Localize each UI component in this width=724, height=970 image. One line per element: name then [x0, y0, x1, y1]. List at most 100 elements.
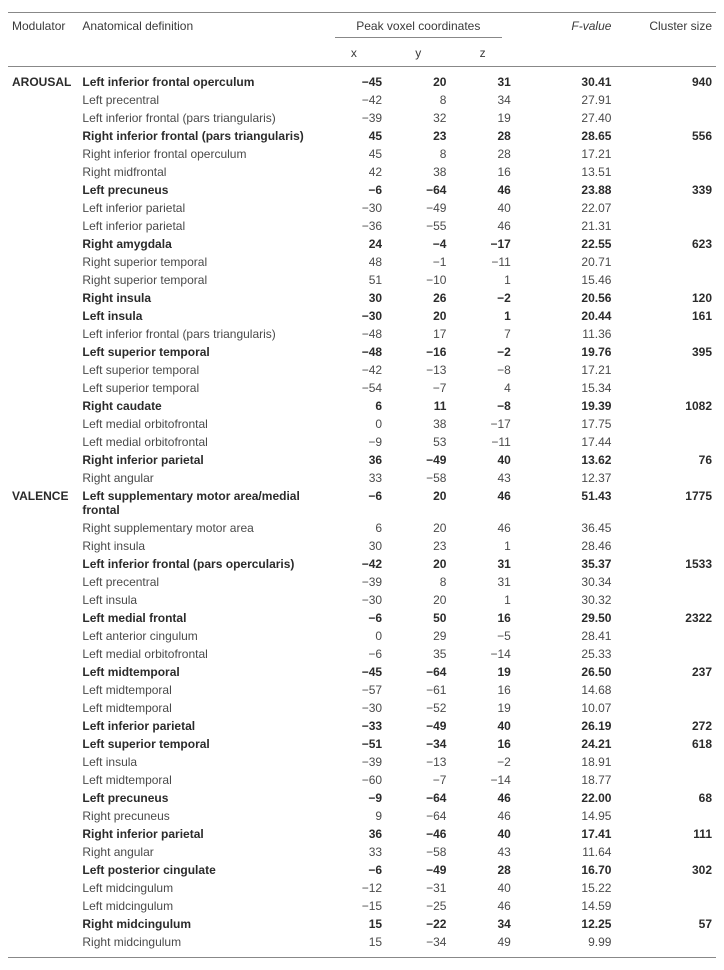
- cell-cluster: 161: [615, 307, 716, 325]
- cell-z: 43: [450, 843, 514, 861]
- cell-y: −16: [386, 343, 450, 361]
- table-row: Left inferior parietal−30−494022.07: [8, 199, 716, 217]
- cell-z: 46: [450, 487, 514, 519]
- cell-fvalue: 36.45: [515, 519, 616, 537]
- table-row: AROUSALLeft inferior frontal operculum−4…: [8, 67, 716, 92]
- cell-modulator: [8, 609, 78, 627]
- cell-x: −15: [322, 897, 386, 915]
- cell-z: 19: [450, 663, 514, 681]
- cell-x: −12: [322, 879, 386, 897]
- cell-cluster: [615, 681, 716, 699]
- cell-definition: Left medial orbitofrontal: [78, 433, 321, 451]
- cell-definition: Right midfrontal: [78, 163, 321, 181]
- cell-x: −42: [322, 91, 386, 109]
- cell-fvalue: 11.64: [515, 843, 616, 861]
- cell-y: −10: [386, 271, 450, 289]
- cell-fvalue: 13.62: [515, 451, 616, 469]
- cell-y: 23: [386, 537, 450, 555]
- cell-z: −5: [450, 627, 514, 645]
- cell-y: −13: [386, 753, 450, 771]
- cell-z: 40: [450, 825, 514, 843]
- cell-definition: Left inferior parietal: [78, 717, 321, 735]
- cell-fvalue: 15.34: [515, 379, 616, 397]
- cell-x: 51: [322, 271, 386, 289]
- table-row: Left inferior parietal−36−554621.31: [8, 217, 716, 235]
- cell-z: 1: [450, 537, 514, 555]
- cell-modulator: [8, 109, 78, 127]
- cell-y: 23: [386, 127, 450, 145]
- cell-y: −25: [386, 897, 450, 915]
- cell-fvalue: 20.56: [515, 289, 616, 307]
- cell-y: −64: [386, 181, 450, 199]
- cell-definition: Left midtemporal: [78, 681, 321, 699]
- col-z: z: [450, 44, 514, 67]
- cell-z: 31: [450, 573, 514, 591]
- cell-y: 20: [386, 307, 450, 325]
- cell-x: 48: [322, 253, 386, 271]
- cell-modulator: [8, 699, 78, 717]
- table-row: Right inferior parietal36−464017.41111: [8, 825, 716, 843]
- table-row: Left superior temporal−48−16−219.76395: [8, 343, 716, 361]
- cell-modulator: [8, 807, 78, 825]
- table-row: VALENCELeft supplementary motor area/med…: [8, 487, 716, 519]
- cell-z: −11: [450, 253, 514, 271]
- cell-fvalue: 22.00: [515, 789, 616, 807]
- cell-fvalue: 26.50: [515, 663, 616, 681]
- cell-cluster: 556: [615, 127, 716, 145]
- cell-definition: Left precuneus: [78, 181, 321, 199]
- cell-z: 28: [450, 145, 514, 163]
- cell-z: −2: [450, 753, 514, 771]
- cell-x: 30: [322, 537, 386, 555]
- cell-definition: Right superior temporal: [78, 271, 321, 289]
- cell-y: 8: [386, 91, 450, 109]
- cell-definition: Left midtemporal: [78, 663, 321, 681]
- cell-y: −7: [386, 771, 450, 789]
- cell-z: 46: [450, 519, 514, 537]
- cell-x: −54: [322, 379, 386, 397]
- cell-z: −2: [450, 343, 514, 361]
- cell-fvalue: 35.37: [515, 555, 616, 573]
- table-row: Left inferior parietal−33−494026.19272: [8, 717, 716, 735]
- cell-definition: Right amygdala: [78, 235, 321, 253]
- table-row: Right angular33−584312.37: [8, 469, 716, 487]
- table-row: Right amygdala24−4−1722.55623: [8, 235, 716, 253]
- cell-modulator: [8, 379, 78, 397]
- cell-x: 15: [322, 915, 386, 933]
- cell-cluster: [615, 753, 716, 771]
- cell-fvalue: 30.34: [515, 573, 616, 591]
- cell-x: −30: [322, 199, 386, 217]
- cell-modulator: [8, 555, 78, 573]
- cell-y: −31: [386, 879, 450, 897]
- cell-z: 46: [450, 807, 514, 825]
- cell-definition: Left inferior frontal operculum: [78, 67, 321, 92]
- cell-modulator: [8, 469, 78, 487]
- cell-x: 6: [322, 397, 386, 415]
- cell-cluster: [615, 433, 716, 451]
- cell-modulator: [8, 519, 78, 537]
- cell-z: −17: [450, 235, 514, 253]
- cell-definition: Right angular: [78, 469, 321, 487]
- cell-x: −30: [322, 591, 386, 609]
- cell-modulator: [8, 199, 78, 217]
- cell-modulator: [8, 181, 78, 199]
- cell-x: −6: [322, 861, 386, 879]
- cell-fvalue: 17.75: [515, 415, 616, 433]
- cell-y: 50: [386, 609, 450, 627]
- cell-z: 31: [450, 555, 514, 573]
- cell-x: −30: [322, 699, 386, 717]
- cell-x: −9: [322, 433, 386, 451]
- table-row: Left midtemporal−45−641926.50237: [8, 663, 716, 681]
- cell-fvalue: 20.44: [515, 307, 616, 325]
- cell-fvalue: 14.95: [515, 807, 616, 825]
- cell-y: 20: [386, 519, 450, 537]
- table-row: Right angular33−584311.64: [8, 843, 716, 861]
- cell-z: −17: [450, 415, 514, 433]
- table-row: Left midtemporal−57−611614.68: [8, 681, 716, 699]
- table-row: Left medial orbitofrontal−635−1425.33: [8, 645, 716, 663]
- cell-definition: Right inferior frontal (pars triangulari…: [78, 127, 321, 145]
- cell-z: 43: [450, 469, 514, 487]
- cell-modulator: [8, 681, 78, 699]
- cell-z: 16: [450, 609, 514, 627]
- cell-fvalue: 27.91: [515, 91, 616, 109]
- cell-cluster: 272: [615, 717, 716, 735]
